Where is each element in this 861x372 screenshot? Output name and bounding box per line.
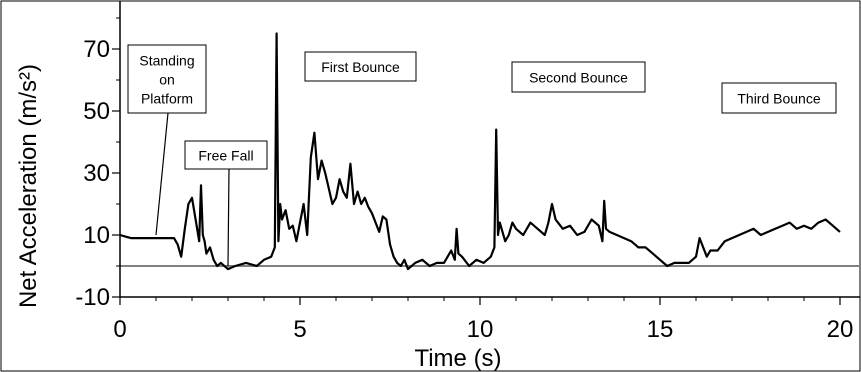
y-axis-title: Net Acceleration (m/s²) [15,64,42,308]
x-tick-label: 0 [113,316,126,343]
annotation-free-fall: Free Fall [184,140,268,267]
annotation-first-bounce: First Bounce [304,51,417,82]
x-tick-label: 20 [827,316,854,343]
annotations-group: Standing on Platform Free Fall First Bounce S… [127,44,837,267]
annotation-third-bounce: Third Bounce [721,82,837,114]
y-tick-label: -10 [75,284,110,311]
annotation-text: Second Bounce [529,70,628,86]
axes-group [119,1,860,298]
annotation-box [127,44,207,114]
x-tick-label: 10 [467,316,494,343]
x-axis-title: Time (s) [414,345,501,372]
y-tick-label: 30 [83,160,110,187]
annotation-text: First Bounce [321,59,400,75]
annotation-box [304,51,417,82]
y-tick-label: 70 [83,36,110,63]
annotation-text: Standing [139,53,194,69]
y-tick-label: 50 [83,98,110,125]
annotation-leader-line [227,168,230,267]
annotation-text: on [159,72,175,88]
series-group [119,32,841,271]
annotation-standing: Standing on Platform [127,44,207,236]
annotation-box [184,140,268,170]
annotation-text: Third Bounce [737,91,820,107]
acceleration-line [119,32,841,271]
annotation-leader-line [155,112,169,236]
annotation-box [721,82,837,114]
x-tick-label: 15 [647,316,674,343]
ticks-group: 0 5 10 15 20 -10 10 30 50 70 [75,17,854,343]
annotation-text: Platform [141,91,193,107]
annotation-box [511,61,646,93]
annotation-text: Free Fall [198,148,253,164]
x-tick-label: 5 [293,316,306,343]
y-tick-label: 10 [83,222,110,249]
annotation-second-bounce: Second Bounce [511,61,646,93]
